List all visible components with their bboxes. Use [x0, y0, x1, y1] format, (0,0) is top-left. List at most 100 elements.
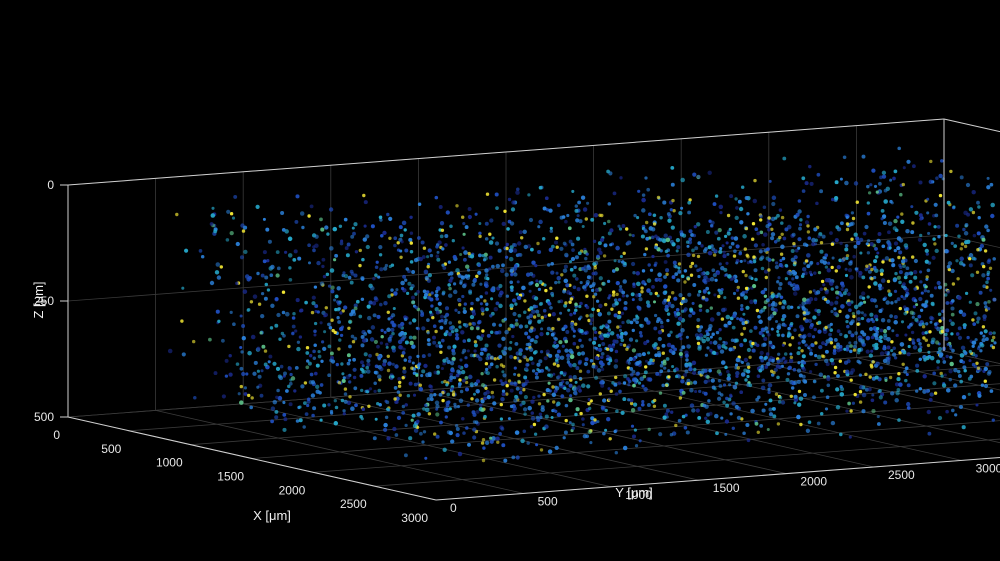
scatter-point [256, 369, 260, 373]
scatter-point [653, 300, 656, 304]
scatter-point [569, 312, 573, 317]
scatter-point [703, 391, 708, 396]
scatter-point [289, 372, 293, 377]
scatter-point [379, 218, 383, 222]
scatter-point [504, 272, 509, 277]
scatter-point [637, 189, 641, 193]
scatter-point [806, 253, 811, 258]
scatter-point [547, 302, 552, 306]
scatter-point [712, 272, 718, 278]
scatter-point [858, 338, 863, 343]
scatter-point [563, 264, 568, 269]
scatter-point [602, 398, 607, 403]
scatter-point [704, 353, 709, 357]
scatter-point [601, 407, 605, 411]
scatter-point [753, 301, 757, 305]
scatter-point [973, 364, 978, 369]
scatter-point [963, 368, 967, 373]
scatter-point [971, 190, 976, 195]
scatter-point [796, 351, 801, 356]
scatter-point [816, 172, 821, 177]
scatter-point [263, 362, 268, 367]
scatter-point [488, 267, 492, 271]
scatter-point [658, 277, 663, 283]
scatter-point [825, 362, 830, 367]
scatter-point [918, 387, 923, 391]
scatter-point [539, 448, 544, 452]
scatter-point [957, 326, 962, 331]
scatter-point [763, 336, 768, 342]
scatter-point [724, 365, 728, 370]
scatter-point [790, 257, 795, 262]
scatter-point [851, 401, 856, 405]
scatter-point [485, 273, 489, 277]
scatter-point [543, 283, 547, 287]
scatter-point [450, 329, 455, 334]
scatter-point [734, 404, 739, 410]
scatter-point [944, 248, 949, 254]
scatter-point [959, 175, 964, 180]
scatter-point [937, 235, 941, 239]
scatter-point [586, 369, 591, 374]
scatter-point [891, 263, 896, 268]
scatter-point [564, 418, 568, 423]
scatter-point [699, 325, 704, 329]
scatter-point [537, 287, 541, 291]
scatter-point [469, 326, 474, 331]
scatter-point [826, 268, 832, 273]
scatter-point [317, 349, 321, 354]
scatter-point [427, 295, 431, 300]
scatter-point [992, 257, 996, 261]
scatter-point [979, 331, 983, 335]
scatter-point [596, 420, 600, 424]
scatter-point [720, 317, 725, 321]
scatter-point [299, 211, 305, 216]
scatter-point [760, 255, 765, 260]
scatter-point [568, 421, 572, 425]
scatter-point [241, 229, 246, 233]
scatter-point [473, 343, 478, 348]
scatter-point [555, 343, 560, 348]
scatter-point [462, 222, 466, 226]
scatter-point [527, 405, 532, 411]
scatter-point [859, 301, 863, 306]
scatter-point [537, 369, 542, 373]
scatter-point [824, 349, 829, 354]
scatter-point [716, 271, 720, 276]
scatter-point [706, 375, 710, 379]
scatter-point [986, 185, 991, 190]
scatter-point [839, 177, 843, 181]
scatter-point [925, 275, 929, 279]
scatter-point [343, 399, 348, 404]
scatter-point [312, 406, 317, 411]
scatter-point [404, 278, 408, 282]
scatter-point [426, 338, 431, 342]
scatter-point [905, 372, 909, 377]
scatter-point [424, 275, 429, 281]
scatter-point [509, 404, 514, 409]
scatter-point [339, 333, 344, 338]
scatter-point [306, 359, 310, 363]
scatter-point [635, 293, 640, 298]
scatter-point [800, 349, 804, 353]
scatter-point [797, 341, 801, 345]
scatter-point [451, 393, 456, 397]
scatter-point [973, 311, 978, 316]
scatter-point [767, 333, 771, 337]
scatter-point [257, 374, 262, 379]
scatter-point [465, 426, 469, 430]
scatter-point [478, 234, 482, 239]
scatter-point [266, 259, 270, 263]
scatter-point [790, 305, 794, 309]
scatter-point [484, 283, 489, 289]
scatter-point [347, 275, 352, 280]
scatter-point [462, 232, 466, 236]
scatter-point [446, 359, 451, 365]
scatter-point [839, 385, 843, 389]
scatter-point [518, 390, 523, 395]
scatter-point [542, 392, 546, 397]
scatter-point [523, 310, 527, 315]
scatter-point [452, 289, 458, 295]
scatter-point [617, 298, 622, 302]
scatter-point [652, 222, 657, 226]
